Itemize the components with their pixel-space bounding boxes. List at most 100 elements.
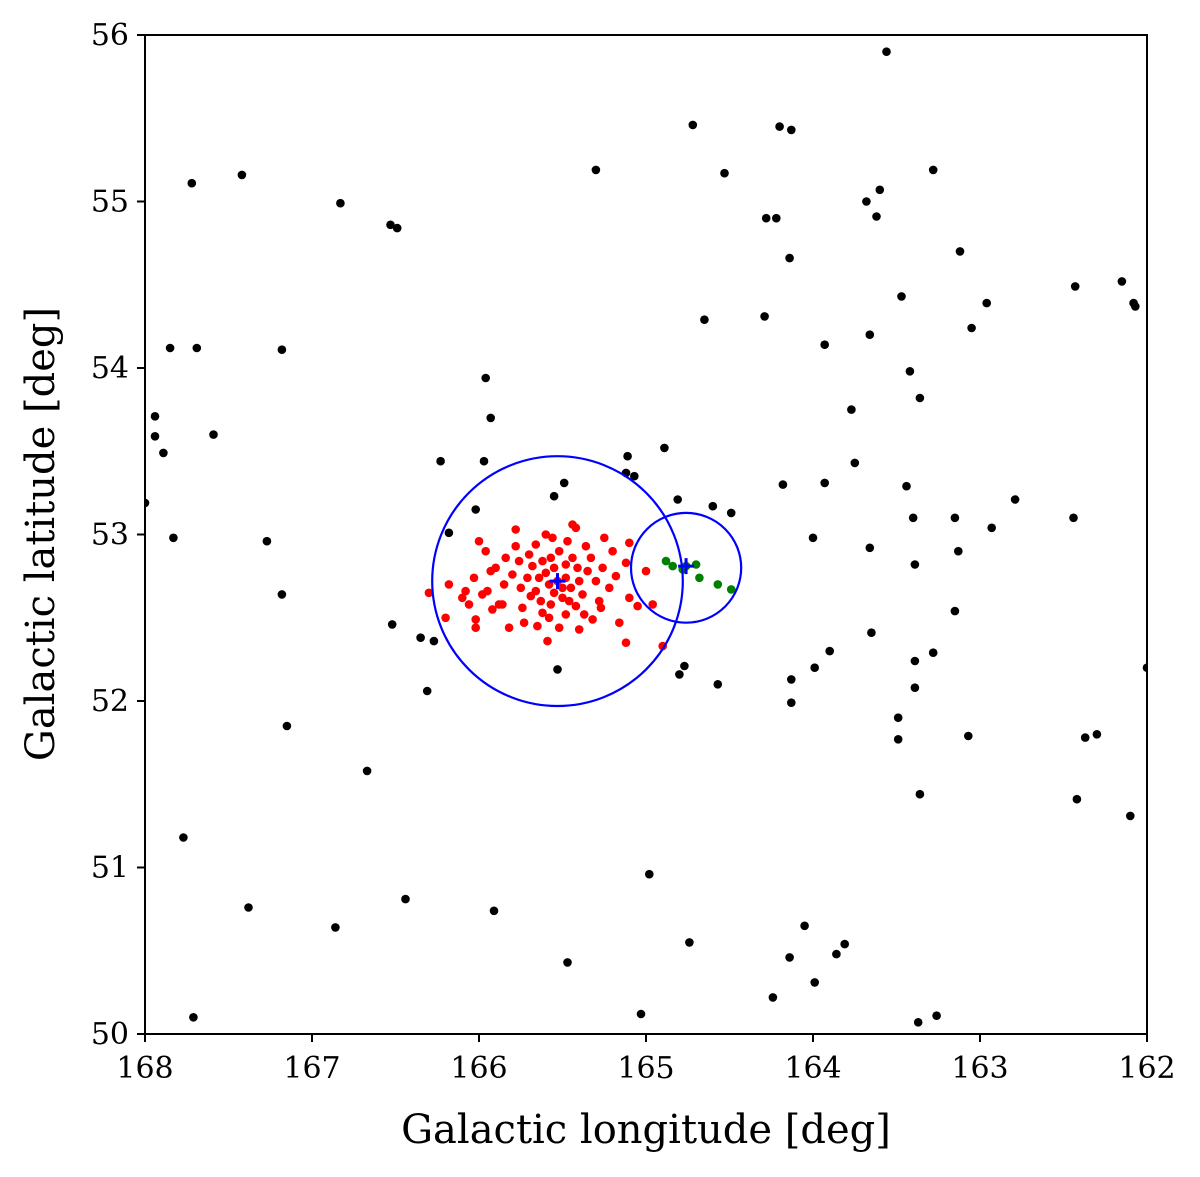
data-point-series-0	[865, 543, 875, 553]
data-point-series-1	[561, 610, 571, 619]
data-point-series-0	[1126, 811, 1135, 821]
data-point-series-0	[688, 120, 698, 130]
overlay-layer	[431, 455, 743, 708]
ticks-layer: 168 167 166 165 164 163 162 50 51 52 53 54 55 56	[91, 18, 1176, 1086]
data-point-series-0	[336, 198, 345, 208]
data-point-series-0	[787, 125, 796, 135]
data-point-series-0	[785, 253, 794, 263]
data-point-series-1	[598, 563, 607, 573]
data-point-series-0	[932, 1011, 941, 1020]
data-point-series-0	[559, 478, 569, 488]
data-point-series-1	[528, 561, 537, 571]
data-point-series-0	[928, 165, 938, 175]
x-tick-label: 166	[450, 1051, 507, 1086]
data-point-series-0	[479, 456, 489, 466]
data-point-series-1	[541, 568, 551, 578]
data-point-series-0	[982, 298, 991, 308]
data-point-series-1	[458, 593, 467, 603]
data-point-series-1	[621, 638, 631, 647]
data-point-series-1	[568, 553, 577, 563]
data-point-series-1	[579, 610, 589, 619]
data-point-series-0	[1092, 730, 1102, 739]
data-point-series-0	[778, 480, 788, 489]
data-point-series-1	[523, 573, 532, 583]
data-point-series-0	[760, 312, 769, 321]
data-point-series-0	[660, 443, 669, 453]
data-point-series-0	[553, 665, 562, 674]
data-point-series-1	[549, 563, 559, 573]
data-point-series-0	[955, 247, 965, 256]
data-point-series-0	[145, 498, 150, 508]
data-point-series-1	[461, 586, 470, 596]
data-point-series-1	[481, 546, 491, 556]
data-point-series-1	[611, 571, 621, 581]
data-point-series-1	[464, 600, 474, 609]
data-point-series-0	[179, 833, 188, 842]
data-point-series-0	[820, 478, 829, 488]
data-point-series-0	[673, 495, 682, 504]
y-tick-label: 56	[91, 18, 129, 53]
data-point-series-0	[720, 168, 729, 178]
data-point-series-0	[954, 546, 963, 556]
data-point-series-1	[486, 566, 496, 576]
x-tick-label: 162	[1118, 1051, 1175, 1086]
data-point-series-0	[1069, 513, 1078, 523]
data-point-series-0	[964, 731, 973, 741]
data-point-series-1	[549, 588, 559, 598]
data-point-series-1	[471, 615, 481, 624]
data-point-series-0	[401, 894, 410, 904]
data-point-series-2	[713, 580, 723, 589]
data-point-series-0	[680, 661, 689, 671]
data-point-series-0	[387, 620, 397, 629]
data-point-series-1	[543, 636, 552, 646]
y-tick-label: 50	[91, 1017, 129, 1052]
data-point-series-1	[511, 541, 520, 551]
data-point-series-1	[621, 558, 631, 568]
data-point-series-0	[867, 628, 876, 637]
data-point-series-0	[915, 393, 925, 403]
data-point-series-0	[187, 178, 197, 188]
data-point-series-1	[518, 603, 527, 613]
data-point-series-1	[544, 613, 554, 623]
data-point-series-1	[499, 580, 509, 589]
data-point-series-1	[591, 576, 601, 586]
x-tick-label: 168	[116, 1051, 173, 1086]
data-point-series-0	[810, 978, 819, 987]
data-point-series-0	[282, 721, 292, 731]
data-point-series-1	[504, 623, 514, 632]
data-point-series-1	[514, 556, 524, 566]
data-point-series-0	[825, 646, 834, 656]
data-point-series-0	[630, 471, 639, 481]
data-point-series-1	[546, 553, 556, 563]
data-point-series-0	[928, 648, 938, 657]
data-point-series-0	[872, 212, 881, 221]
data-point-series-0	[165, 343, 175, 353]
data-point-series-0	[1131, 302, 1140, 311]
data-point-series-1	[578, 590, 587, 599]
data-point-series-1	[474, 536, 484, 546]
points-layer	[145, 47, 1147, 1027]
data-point-series-1	[554, 623, 564, 632]
data-point-series-0	[623, 451, 632, 461]
data-point-series-1	[469, 573, 479, 583]
data-point-series-0	[481, 373, 491, 383]
data-point-series-0	[967, 323, 976, 333]
data-point-series-0	[436, 456, 445, 466]
x-tick-label: 163	[951, 1051, 1008, 1086]
y-tick-label: 53	[91, 518, 129, 553]
data-point-series-1	[541, 530, 551, 539]
data-point-series-0	[675, 670, 684, 679]
data-point-series-0	[808, 533, 818, 543]
data-point-series-0	[192, 343, 202, 353]
data-point-series-1	[568, 520, 577, 529]
data-point-series-0	[787, 675, 796, 684]
data-point-series-0	[416, 633, 425, 642]
data-point-series-0	[392, 223, 402, 233]
data-point-series-0	[910, 683, 920, 692]
data-point-series-0	[800, 921, 809, 931]
data-point-series-2	[668, 561, 677, 571]
data-point-series-1	[488, 605, 497, 614]
data-point-series-0	[700, 315, 709, 325]
center-marker-0	[549, 573, 566, 590]
data-point-series-1	[494, 600, 504, 609]
